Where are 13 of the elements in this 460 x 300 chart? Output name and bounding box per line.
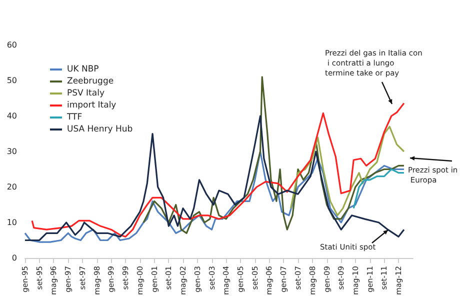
- y-tick-label: 60: [6, 40, 17, 50]
- legend-label: UK NBP: [67, 64, 99, 74]
- legend-label: PSV Italy: [67, 88, 104, 98]
- legend-label: Zeebrugge: [67, 76, 114, 86]
- y-tick-label: 50: [6, 76, 17, 85]
- y-tick-label: 20: [6, 182, 17, 192]
- legend-label: import Italy: [67, 100, 116, 110]
- y-tick-label: 0: [12, 254, 17, 262]
- y-tick-label: 10: [6, 218, 17, 227]
- legend-label: USA Henry Hub: [67, 124, 133, 134]
- y-tick-label: 40: [6, 112, 17, 120]
- y-tick-label: 30: [6, 147, 17, 156]
- legend-label: TTF: [66, 112, 82, 122]
